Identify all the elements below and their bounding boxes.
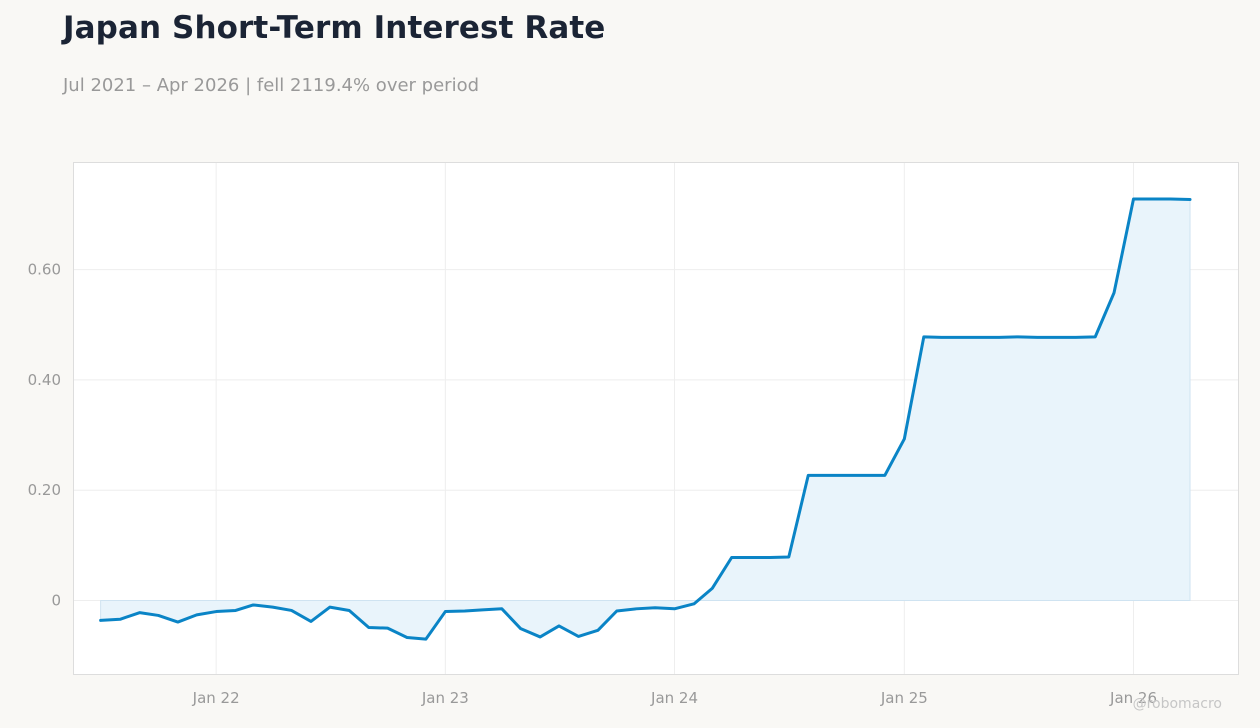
x-tick-label: Jan 25 xyxy=(880,689,928,707)
data-point xyxy=(1132,198,1134,200)
data-point xyxy=(348,609,350,611)
data-point xyxy=(329,606,331,608)
y-axis: 0 0.20 0.40 0.60 xyxy=(28,261,61,610)
x-tick-label: Jan 22 xyxy=(192,689,240,707)
data-point xyxy=(99,619,101,621)
data-point xyxy=(923,336,925,338)
data-point xyxy=(577,635,579,637)
data-point xyxy=(711,587,713,589)
data-point xyxy=(519,627,521,629)
data-point xyxy=(215,610,217,612)
data-point xyxy=(654,607,656,609)
data-point xyxy=(481,609,483,611)
data-point xyxy=(730,556,732,558)
data-point xyxy=(539,636,541,638)
data-point xyxy=(310,620,312,622)
data-point xyxy=(558,625,560,627)
y-tick-label: 0 xyxy=(51,592,61,610)
data-point xyxy=(788,556,790,558)
data-point xyxy=(693,603,695,605)
data-point xyxy=(616,610,618,612)
data-point xyxy=(597,629,599,631)
data-point xyxy=(827,474,829,476)
chart-title: Japan Short-Term Interest Rate xyxy=(63,10,606,46)
x-axis: Jan 22 Jan 23 Jan 24 Jan 25 Jan 26 xyxy=(192,689,1157,707)
data-point xyxy=(234,609,236,611)
plot-frame xyxy=(73,162,1239,675)
data-point xyxy=(769,556,771,558)
data-point xyxy=(386,627,388,629)
data-point xyxy=(1189,198,1191,200)
data-point xyxy=(1094,336,1096,338)
data-point xyxy=(960,336,962,338)
y-tick-label: 0.20 xyxy=(28,481,61,499)
data-point xyxy=(978,336,980,338)
x-tick-label: Jan 26 xyxy=(1109,689,1157,707)
data-point xyxy=(1152,198,1154,200)
data-point xyxy=(903,438,905,440)
data-point xyxy=(425,638,427,640)
y-tick-label: 0.40 xyxy=(28,371,61,389)
data-point xyxy=(845,474,847,476)
data-point xyxy=(1075,336,1077,338)
chart-subtitle: Jul 2021 – Apr 2026 | fell 2119.4% over … xyxy=(63,75,480,96)
data-point xyxy=(1169,198,1171,200)
series-line xyxy=(99,197,1192,641)
data-point xyxy=(290,609,292,611)
data-point xyxy=(252,604,254,606)
data-point xyxy=(406,636,408,638)
data-point xyxy=(865,474,867,476)
data-point xyxy=(368,626,370,628)
x-tick-label: Jan 24 xyxy=(650,689,698,707)
data-point xyxy=(138,611,140,613)
data-point xyxy=(1017,336,1019,338)
data-point xyxy=(807,474,809,476)
data-point xyxy=(195,614,197,616)
data-point xyxy=(635,608,637,610)
y-tick-label: 0.60 xyxy=(28,261,61,279)
data-point xyxy=(998,336,1000,338)
data-point xyxy=(884,474,886,476)
data-point xyxy=(444,610,446,612)
data-point xyxy=(673,608,675,610)
data-point xyxy=(271,606,273,608)
data-point xyxy=(1036,336,1038,338)
data-point xyxy=(1113,292,1115,294)
watermark: @robomacro xyxy=(1132,696,1222,712)
data-point xyxy=(501,608,503,610)
data-point xyxy=(177,621,179,623)
data-point xyxy=(940,336,942,338)
data-point xyxy=(119,618,121,620)
data-point xyxy=(1056,336,1058,338)
x-tick-label: Jan 23 xyxy=(421,689,469,707)
data-point xyxy=(464,610,466,612)
data-point xyxy=(157,614,159,616)
data-point xyxy=(749,556,751,558)
